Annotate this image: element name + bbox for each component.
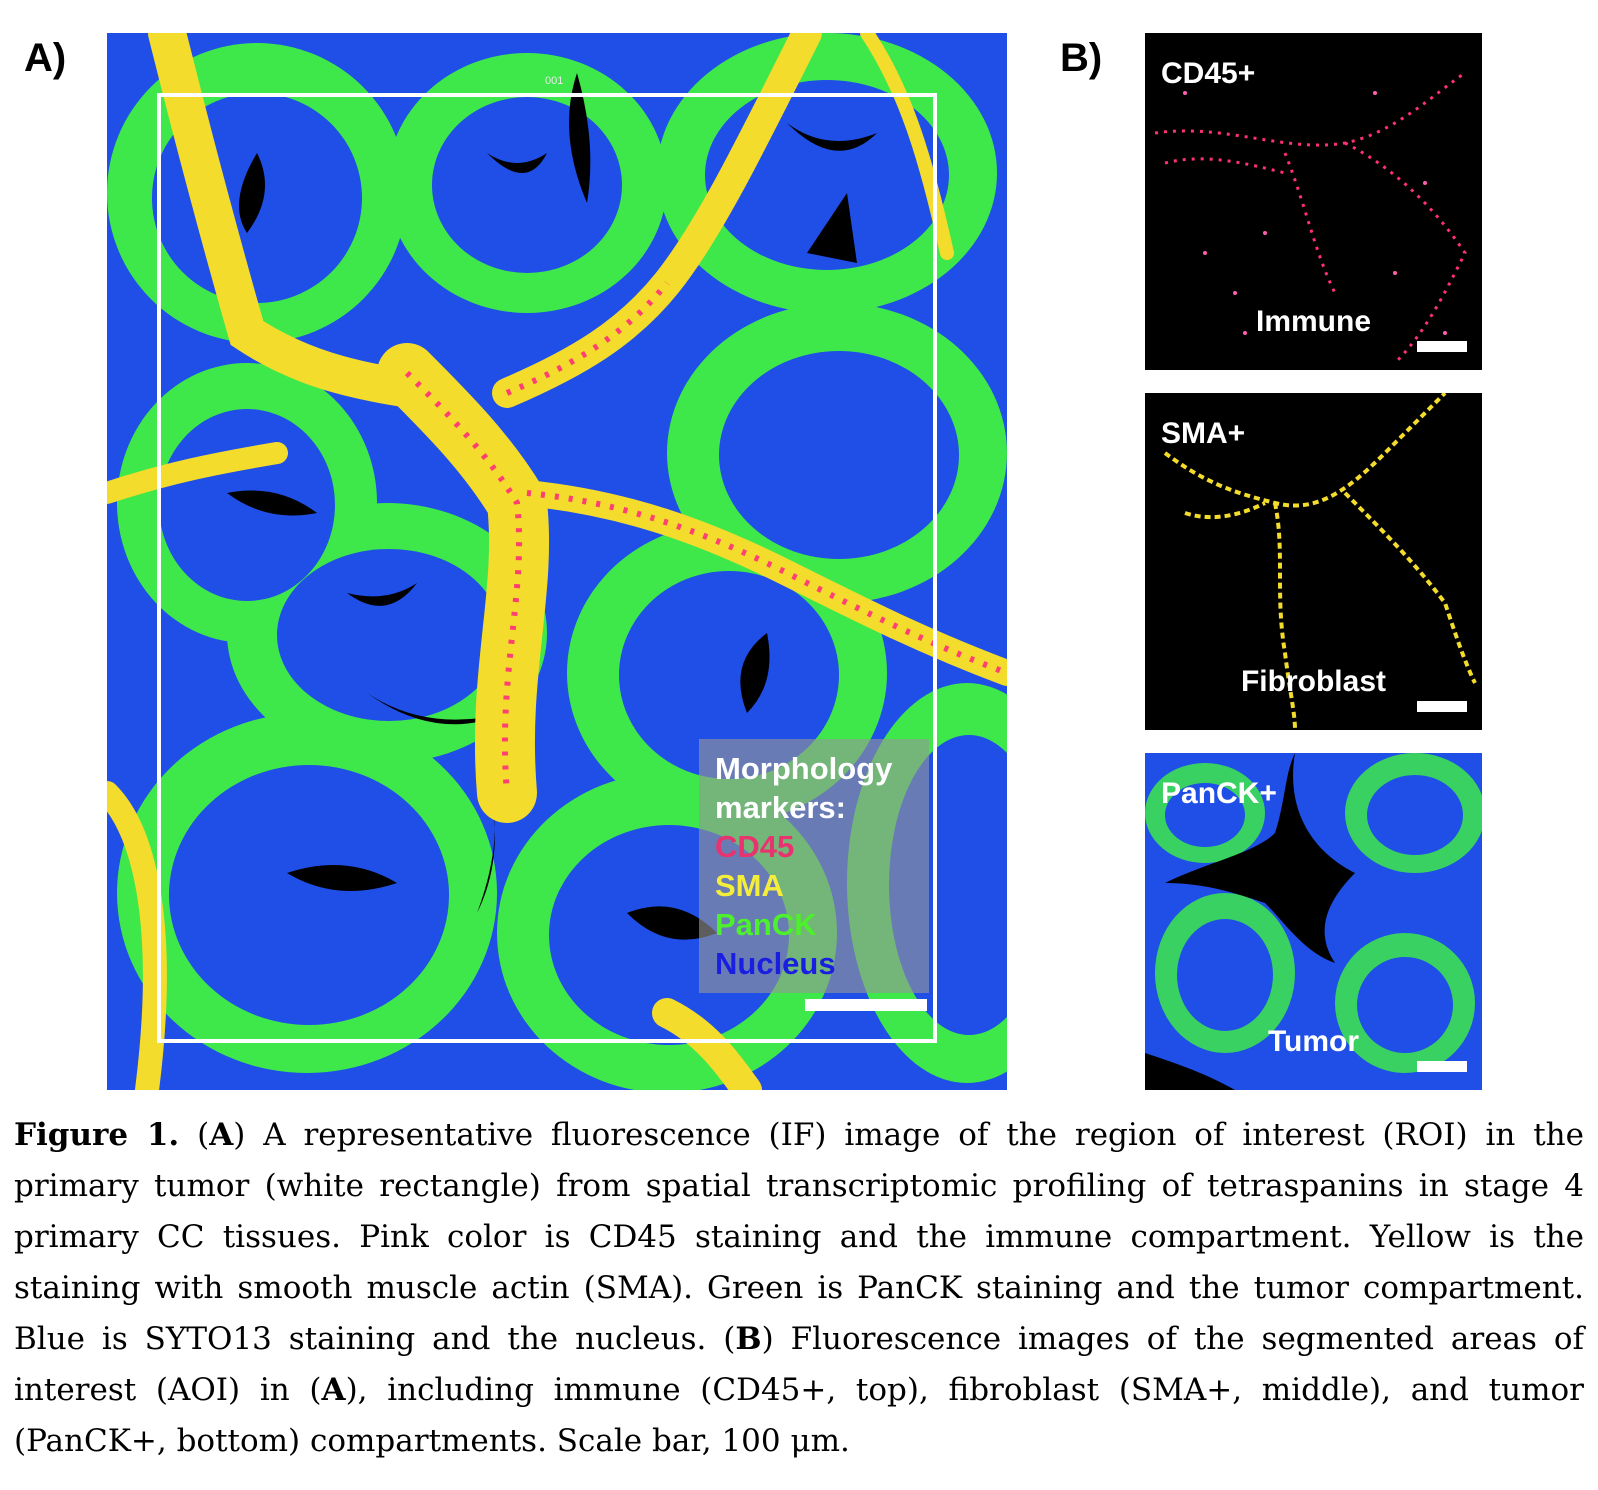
roi-id-label: 001 <box>545 75 564 87</box>
scale-bar <box>1417 1061 1467 1072</box>
scale-bar <box>805 999 927 1011</box>
panel-a-label: A) <box>24 36 67 80</box>
subpanel-compartment-label: Immune <box>1255 305 1372 338</box>
subpanel-marker-label: SMA+ <box>1161 417 1246 450</box>
legend-title: Morphology markers: <box>715 751 893 825</box>
subpanel-marker-label: CD45+ <box>1161 57 1256 90</box>
subpanel-marker-label: PanCK+ <box>1161 777 1277 810</box>
panel-b-label: B) <box>1060 36 1103 80</box>
caption-ref: B <box>735 1321 762 1357</box>
legend-entry-sma: SMA <box>715 868 784 903</box>
scale-bar <box>1417 701 1467 712</box>
subpanel-tumor: PanCK+ Tumor <box>1145 753 1482 1090</box>
legend-entry-nucleus: Nucleus <box>715 946 836 981</box>
fibroblast-aoi-image <box>1163 393 1477 730</box>
scale-bar <box>1417 341 1467 352</box>
caption-text: ) Fluorescence images of the segmented a… <box>14 1321 1584 1408</box>
caption-ref: A <box>321 1372 346 1408</box>
legend-entry-panck: PanCK <box>715 907 817 942</box>
subpanel-compartment-label: Tumor <box>1267 1025 1360 1058</box>
subpanel-fibroblast: SMA+ Fibroblast <box>1145 393 1482 730</box>
morphology-legend: Morphology markers: CD45 SMA PanCK Nucle… <box>699 739 929 993</box>
subpanel-immune: CD45+ Immune <box>1145 33 1482 370</box>
tissue-image <box>107 33 1007 1090</box>
figure-label: Figure 1. <box>14 1117 180 1153</box>
legend-entry-cd45: CD45 <box>715 829 795 864</box>
panel-a-fluorescence-image: 001 Morphology markers: CD45 SMA PanCK N… <box>107 33 1007 1090</box>
figure-caption: Figure 1. (A) A representative fluoresce… <box>14 1110 1584 1467</box>
subpanel-compartment-label: Fibroblast <box>1240 665 1386 698</box>
roi-rectangle <box>157 93 937 1043</box>
immune-aoi-image <box>1154 71 1467 365</box>
caption-text: ) A representative fluorescence (IF) ima… <box>14 1117 1584 1357</box>
caption-text: ( <box>179 1117 210 1153</box>
caption-text: ), including immune (CD45+, top), fibrob… <box>14 1372 1584 1459</box>
caption-ref: A <box>209 1117 234 1153</box>
tumor-aoi-image <box>1145 753 1482 1090</box>
